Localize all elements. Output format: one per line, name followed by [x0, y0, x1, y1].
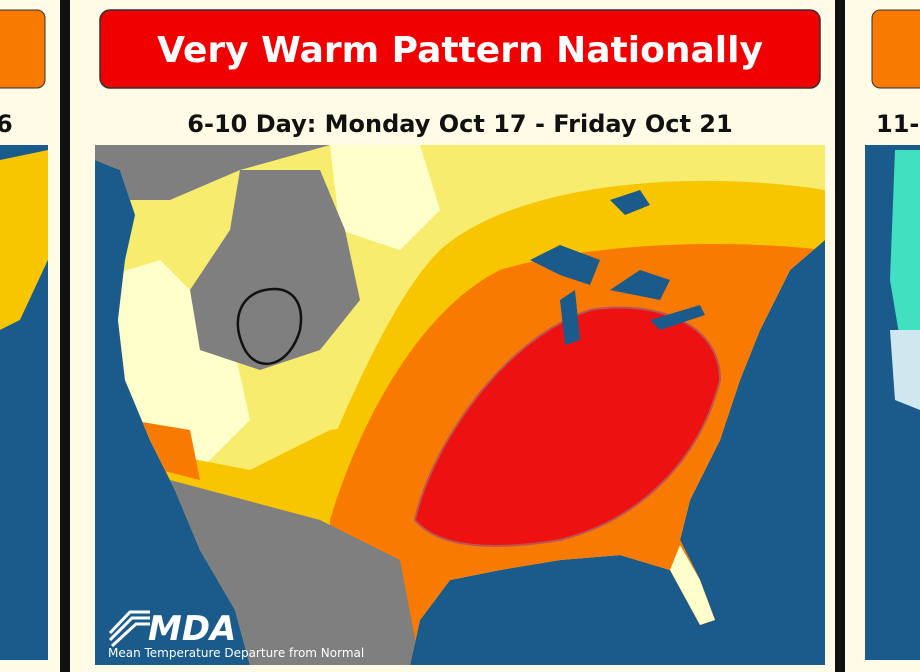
divider	[835, 0, 845, 672]
florida	[670, 545, 715, 625]
right-subtitle: 11-	[876, 110, 919, 138]
contour	[236, 287, 303, 366]
lakes	[530, 190, 705, 345]
subtitle: 6-10 Day: Monday Oct 17 - Friday Oct 21	[187, 110, 732, 138]
gray-zone	[95, 145, 330, 200]
right-title-box	[871, 9, 920, 89]
divider	[60, 0, 70, 672]
title-box	[99, 9, 821, 89]
left-subtitle: 6	[0, 110, 13, 138]
logo-swoosh	[108, 610, 150, 648]
caption: Mean Temperature Departure from Normal	[108, 646, 364, 660]
right-map-land	[890, 150, 920, 340]
red-zone	[413, 306, 722, 547]
right-map-land	[890, 330, 920, 410]
gray-zone	[190, 170, 360, 370]
pale-zone	[330, 145, 440, 250]
left-map-sea	[0, 260, 48, 640]
title: Very Warm Pattern Nationally	[157, 30, 763, 71]
left-title-box	[0, 9, 46, 89]
logo: MDA	[148, 609, 236, 649]
left-map-land	[0, 150, 48, 330]
